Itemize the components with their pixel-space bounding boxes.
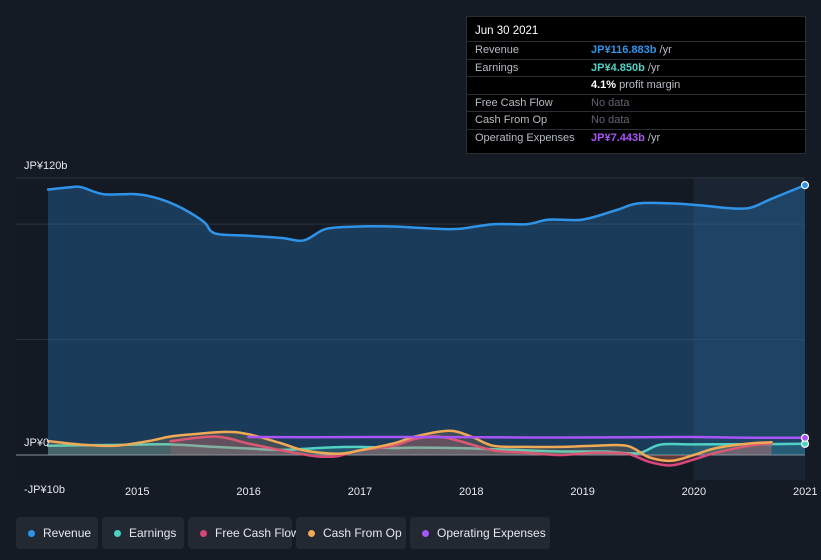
tooltip-value-text: JP¥7.443b — [591, 131, 645, 144]
tooltip-row-label: Earnings — [475, 61, 519, 74]
tooltip-row-value: JP¥7.443b /yr — [591, 132, 660, 144]
cash-from-op-area — [48, 430, 772, 461]
tooltip-row-value: No data — [591, 114, 630, 126]
tooltip-row: Earnings JP¥4.850b /yr — [467, 58, 807, 77]
tooltip-row-label: Free Cash Flow — [475, 96, 553, 109]
x-tick-label: 2020 — [682, 486, 706, 498]
x-tick-label: 2018 — [459, 486, 483, 498]
operating-expenses-end-marker — [800, 433, 810, 442]
tooltip-unit: /yr — [644, 131, 661, 144]
tooltip-row: Cash From Op No data — [467, 111, 807, 129]
legend-dot-icon — [308, 530, 315, 537]
legend-label: Operating Expenses — [437, 526, 546, 540]
legend-label: Earnings — [129, 526, 177, 540]
operating-expenses-line — [247, 435, 807, 440]
legend-item-free-cash-flow[interactable]: Free Cash Flow — [188, 517, 300, 549]
tooltip-row-value: 4.1% profit margin — [591, 79, 680, 91]
tooltip-row-value: No data — [591, 97, 630, 109]
tooltip-row-label: Cash From Op — [475, 114, 548, 126]
tooltip-row-value: JP¥4.850b /yr — [591, 62, 660, 74]
tooltip-value-text: 4.1% — [591, 79, 617, 91]
free-cash-flow-area — [170, 436, 772, 466]
x-tick-label: 2017 — [348, 486, 372, 498]
x-tick-label: 2015 — [125, 486, 149, 498]
tooltip-row-label: Operating Expenses — [475, 131, 575, 144]
earnings-area — [48, 443, 805, 455]
tooltip-row: 4.1% profit margin — [467, 76, 807, 94]
free-cash-flow-line — [169, 435, 773, 467]
tooltip-row: Revenue JP¥116.883b /yr — [467, 41, 807, 59]
legend-item-earnings[interactable]: Earnings — [102, 517, 184, 549]
x-tick-label: 2019 — [570, 486, 594, 498]
tooltip-value-text: JP¥4.850b — [591, 61, 645, 74]
legend-dot-icon — [114, 530, 121, 537]
x-tick-label: 2016 — [236, 486, 260, 498]
x-tick-label: 2021 — [793, 486, 817, 498]
legend-label: Free Cash Flow — [215, 526, 300, 540]
legend-item-revenue[interactable]: Revenue — [16, 517, 98, 549]
y-tick-label: -JP¥10b — [24, 484, 65, 496]
legend-label: Revenue — [43, 526, 92, 540]
y-tick-label: JP¥0 — [24, 437, 49, 449]
tooltip-row-label: Revenue — [475, 44, 520, 56]
legend-item-cash-from-op[interactable]: Cash From Op — [296, 517, 406, 549]
tooltip-unit: /yr — [656, 44, 672, 56]
legend-label: Cash From Op — [323, 526, 402, 540]
tooltip-row: Free Cash Flow No data — [467, 93, 807, 112]
y-tick-label: JP¥120b — [24, 160, 67, 172]
tooltip-panel: Jun 30 2021 Revenue JP¥116.883b /yr Earnin… — [466, 16, 807, 154]
earnings-line — [46, 442, 807, 455]
revenue-area — [48, 185, 805, 455]
tooltip-value-text: No data — [591, 96, 630, 109]
revenue-end-marker — [800, 181, 810, 190]
legend-dot-icon — [200, 530, 207, 537]
legend-dot-icon — [28, 530, 35, 537]
tooltip-unit: /yr — [644, 61, 661, 74]
legend-dot-icon — [422, 530, 429, 537]
tooltip-value-text: No data — [591, 114, 630, 126]
tooltip-value-text: JP¥116.883b — [591, 44, 657, 56]
recent-period-band — [693, 178, 805, 480]
tooltip-unit: profit margin — [616, 79, 681, 91]
tooltip-row: Operating Expenses JP¥7.443b /yr — [467, 128, 807, 147]
legend-item-operating-expenses[interactable]: Operating Expenses — [410, 517, 550, 549]
tooltip-row-value: JP¥116.883b /yr — [591, 44, 672, 56]
revenue-line — [46, 183, 807, 242]
tooltip-date: Jun 30 2021 — [475, 25, 539, 37]
